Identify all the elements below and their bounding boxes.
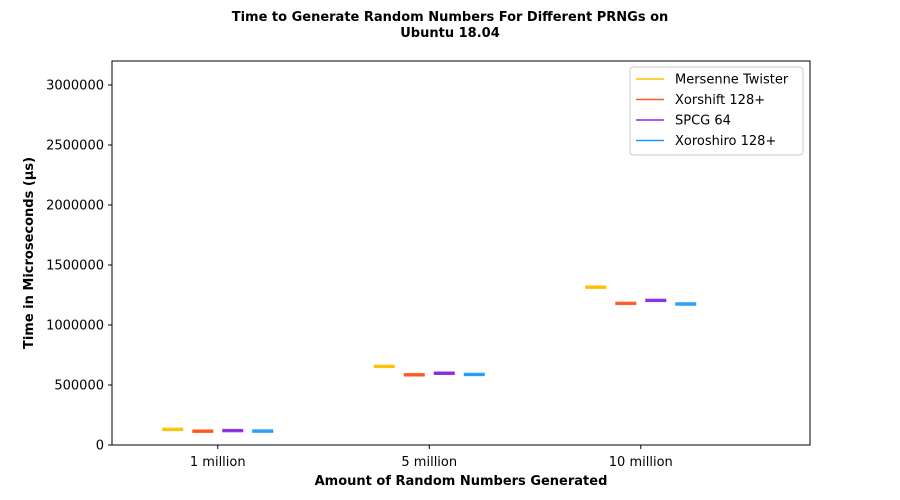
box-xoroshiro-128--1 bbox=[463, 372, 485, 377]
legend-label: SPCG 64 bbox=[675, 114, 731, 129]
y-tick-label: 500000 bbox=[54, 379, 104, 394]
box-spcg-64-2 bbox=[645, 298, 667, 303]
x-tick-label: 5 million bbox=[401, 455, 457, 470]
y-tick-label: 2000000 bbox=[46, 199, 104, 214]
x-axis: 1 million 5 million 10 million bbox=[190, 445, 673, 470]
chart-title-line-2: Ubuntu 18.04 bbox=[400, 26, 500, 41]
box-spcg-64-0 bbox=[222, 428, 244, 433]
y-tick-label: 0 bbox=[96, 439, 104, 454]
box-xorshift-128--2 bbox=[615, 301, 637, 306]
legend: Mersenne Twister Xorshift 128+ SPCG 64 Xoro… bbox=[629, 66, 804, 156]
box-xoroshiro-128--0 bbox=[252, 429, 274, 433]
box-mersenne-twister-0 bbox=[162, 427, 184, 432]
y-axis-label: Time in Microseconds (µs) bbox=[22, 157, 37, 349]
box-mersenne-twister-2 bbox=[585, 285, 607, 289]
x-tick-label: 1 million bbox=[190, 455, 246, 470]
box-spcg-64-1 bbox=[433, 371, 455, 375]
y-tick-label: 1000000 bbox=[46, 319, 104, 334]
chart-title-line-1: Time to Generate Random Numbers For Diff… bbox=[232, 10, 669, 25]
y-axis: 0 500000 1000000 1500000 2000000 2500000 30000… bbox=[46, 79, 112, 454]
box-xoroshiro-128--2 bbox=[675, 302, 697, 306]
legend-label: Xorshift 128+ bbox=[675, 93, 765, 108]
y-tick-label: 2500000 bbox=[46, 139, 104, 154]
x-tick-label: 10 million bbox=[609, 455, 673, 470]
chart-title: Time to Generate Random Numbers For Diff… bbox=[232, 10, 669, 41]
y-tick-label: 3000000 bbox=[46, 79, 104, 94]
legend-label: Xoroshiro 128+ bbox=[675, 134, 776, 149]
box-mersenne-twister-1 bbox=[373, 364, 395, 369]
legend-label: Mersenne Twister bbox=[675, 73, 789, 88]
box-xorshift-128--0 bbox=[192, 429, 214, 433]
box-xorshift-128--1 bbox=[403, 373, 425, 377]
series-layer bbox=[162, 285, 697, 433]
legend-box bbox=[629, 66, 804, 156]
x-axis-label: Amount of Random Numbers Generated bbox=[315, 474, 608, 489]
y-tick-label: 1500000 bbox=[46, 259, 104, 274]
